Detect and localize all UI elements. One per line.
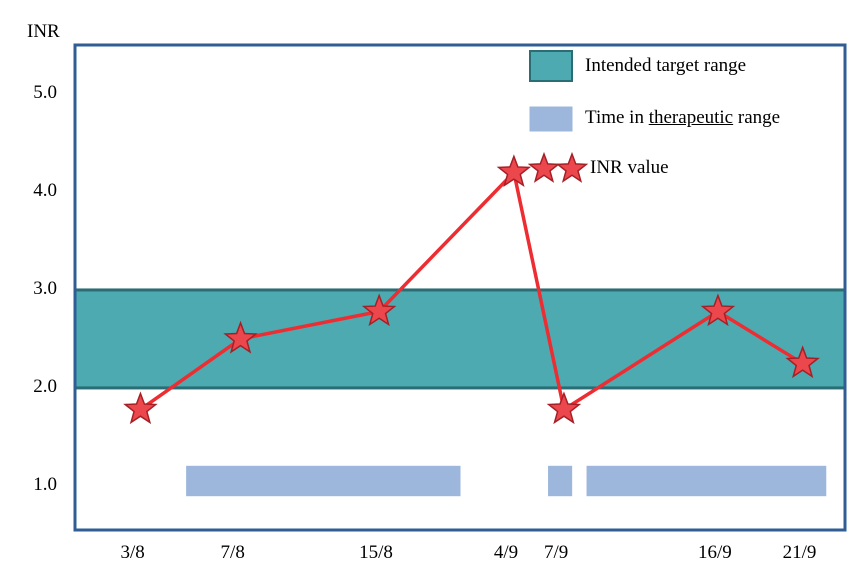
- therapeutic-bar: [587, 466, 826, 495]
- x-tick-label: 4/9: [494, 542, 518, 564]
- y-tick-label: 5.0: [33, 82, 57, 104]
- y-tick-label: 1.0: [33, 474, 57, 496]
- x-tick-label: 7/9: [544, 542, 568, 564]
- y-axis-title: INR: [27, 21, 60, 43]
- inr-chart: INR 1.0 2.0 3.0 4.0 5.0 3/8 7/8 15/8 4/9 7/9 16/9 2…: [0, 0, 864, 585]
- therapeutic-bar: [187, 466, 460, 495]
- x-tick-label: 3/8: [120, 542, 144, 564]
- y-tick-label: 3.0: [33, 278, 57, 300]
- chart-svg: [0, 0, 864, 585]
- legend-label: INR value: [590, 157, 669, 179]
- therapeutic-bar: [549, 466, 572, 495]
- x-tick-label: 7/8: [221, 542, 245, 564]
- legend-label: Time in therapeutic range: [585, 107, 780, 129]
- legend-swatch-therapeutic: [530, 107, 572, 131]
- legend-label: Intended target range: [585, 55, 746, 77]
- x-tick-label: 15/8: [359, 542, 393, 564]
- y-tick-label: 2.0: [33, 376, 57, 398]
- legend-swatch-target: [530, 51, 572, 81]
- y-tick-label: 4.0: [33, 180, 57, 202]
- x-tick-label: 21/9: [783, 542, 817, 564]
- x-tick-label: 16/9: [698, 542, 732, 564]
